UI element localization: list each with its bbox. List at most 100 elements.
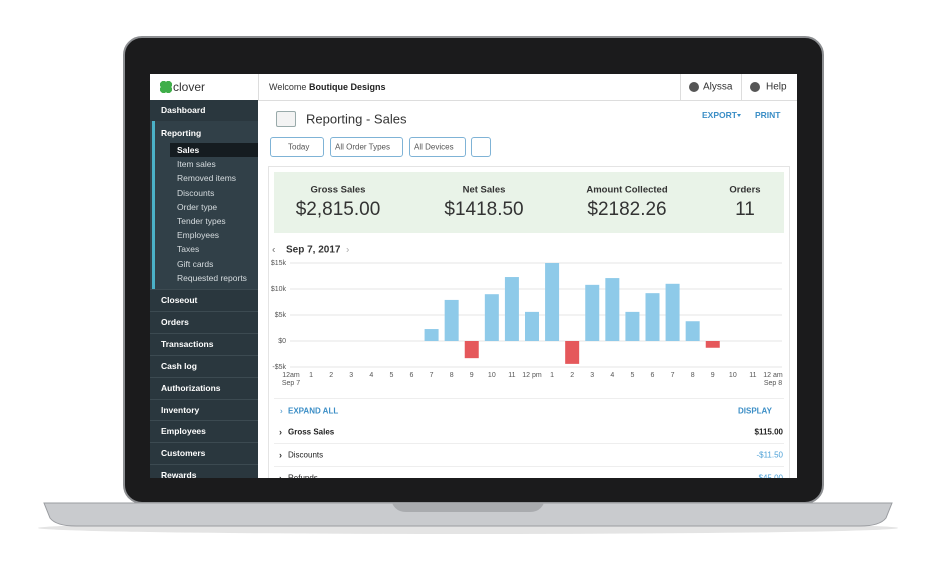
- bar: [545, 263, 560, 341]
- row-label[interactable]: Refunds: [288, 473, 318, 479]
- date: Sep 7, 2017: [286, 244, 341, 256]
- panel: [268, 166, 790, 478]
- nav-subitem[interactable]: Removed items: [177, 173, 237, 184]
- filter-button[interactable]: [471, 137, 491, 157]
- display[interactable]: DISPLAY: [738, 406, 772, 416]
- bar: [605, 278, 620, 341]
- nav-item[interactable]: Customers: [161, 448, 206, 459]
- summary-value: $2,815.00: [295, 199, 381, 220]
- x-tick-label: 1: [550, 372, 554, 379]
- nav-subitem[interactable]: Sales: [177, 145, 200, 155]
- bar: [585, 284, 600, 341]
- nav-subitem[interactable]: Taxes: [177, 244, 200, 255]
- nav-item[interactable]: Orders: [161, 316, 189, 327]
- row-label[interactable]: Discounts: [288, 450, 324, 460]
- x-tick-label: 12am: [282, 372, 300, 379]
- x-tick-label: 5: [630, 372, 634, 379]
- nav-separator: [150, 332, 258, 334]
- logo-divider: [258, 74, 259, 100]
- next-arrow: ›: [346, 244, 350, 256]
- row-chevron: ›: [279, 450, 282, 460]
- summary-label: Amount Collected: [586, 184, 668, 196]
- x-tick-label: 4: [369, 372, 373, 379]
- summary-value: 11: [735, 199, 755, 220]
- help[interactable]: Help: [766, 81, 787, 93]
- x-tick-label: 9: [470, 372, 474, 379]
- x-tick-label: 12 pm: [522, 372, 542, 379]
- user-divider: [680, 74, 681, 100]
- row-value: $115.00: [754, 427, 783, 437]
- summary-label: Gross Sales: [310, 184, 366, 196]
- nav-separator: [150, 398, 258, 400]
- user-icon: [689, 82, 699, 92]
- nav-subitem[interactable]: Requested reports: [177, 272, 247, 283]
- x-tick-label: 8: [450, 372, 454, 379]
- nav-subitem[interactable]: Discounts: [177, 187, 215, 198]
- bar: [625, 311, 640, 341]
- x-tick-sublabel: Sep 8: [764, 380, 782, 387]
- action[interactable]: PRINT: [755, 110, 781, 120]
- bar: [705, 341, 720, 348]
- bar: [685, 321, 700, 341]
- nav-subitem[interactable]: Order type: [177, 201, 218, 212]
- x-tick-label: 6: [651, 372, 655, 379]
- nav-item[interactable]: Authorizations: [161, 382, 221, 393]
- nav-item[interactable]: Transactions: [161, 338, 214, 349]
- x-tick-label: 3: [349, 372, 353, 379]
- nav-item[interactable]: Reporting: [161, 128, 202, 138]
- y-tick-label: $5k: [275, 312, 287, 319]
- nav-subitem[interactable]: Tender types: [177, 216, 226, 226]
- x-tick-label: 11: [749, 372, 756, 379]
- y-tick-label: -$5k: [272, 364, 286, 371]
- filter[interactable]: [270, 137, 324, 157]
- row-label[interactable]: Gross Sales: [288, 427, 335, 437]
- nav-item[interactable]: Employees: [161, 426, 206, 437]
- filter-label: All Devices: [414, 142, 454, 152]
- user[interactable]: Alyssa: [703, 81, 733, 93]
- x-tick-label: 7: [430, 372, 434, 379]
- nav-item[interactable]: Closeout: [161, 295, 198, 305]
- nav-separator: [150, 442, 258, 444]
- nav-active: [170, 143, 258, 157]
- nav-item[interactable]: Cash log: [161, 360, 197, 371]
- action[interactable]: EXPORT: [702, 110, 737, 120]
- nav-item[interactable]: Rewards: [161, 470, 197, 478]
- summary-value: $1418.50: [444, 199, 524, 220]
- x-tick-sublabel: Sep 7: [282, 380, 300, 387]
- nav-separator: [150, 464, 258, 466]
- nav-item[interactable]: Inventory: [161, 404, 200, 415]
- logo: clover: [173, 80, 206, 94]
- nav-subitem[interactable]: Gift cards: [177, 258, 214, 269]
- nav-subitem[interactable]: Item sales: [177, 159, 216, 170]
- bar: [464, 341, 479, 359]
- nav-separator: [150, 420, 258, 422]
- nav-separator: [150, 289, 258, 290]
- expand-all[interactable]: EXPAND ALL: [288, 406, 339, 416]
- bar: [525, 311, 539, 341]
- nav-separator: [150, 310, 258, 312]
- bar: [645, 293, 660, 341]
- nav-accent: [152, 121, 155, 289]
- logo-icon: [160, 81, 172, 93]
- filter[interactable]: [409, 137, 466, 157]
- x-tick-label: 6: [410, 372, 414, 379]
- x-tick-label: 1: [309, 372, 313, 379]
- y-tick-label: $15k: [271, 260, 287, 267]
- filter[interactable]: [330, 137, 403, 157]
- x-tick-label: 3: [590, 372, 594, 379]
- merchant: Boutique Designs: [309, 82, 386, 92]
- help-icon: [750, 82, 760, 92]
- nav-separator: [150, 376, 258, 378]
- row-value: -$11.50: [756, 450, 783, 460]
- notch: [392, 503, 544, 512]
- x-tick-label: 7: [671, 372, 675, 379]
- nav-subitem[interactable]: Employees: [177, 230, 220, 241]
- row-divider: [274, 443, 784, 444]
- summary-value: $2182.26: [587, 199, 667, 220]
- row-chevron: ›: [279, 427, 282, 437]
- nav-item[interactable]: Dashboard: [161, 105, 206, 115]
- welcome: Welcome: [269, 82, 307, 92]
- report-icon: [276, 111, 296, 127]
- row-value: -$45.00: [755, 473, 783, 479]
